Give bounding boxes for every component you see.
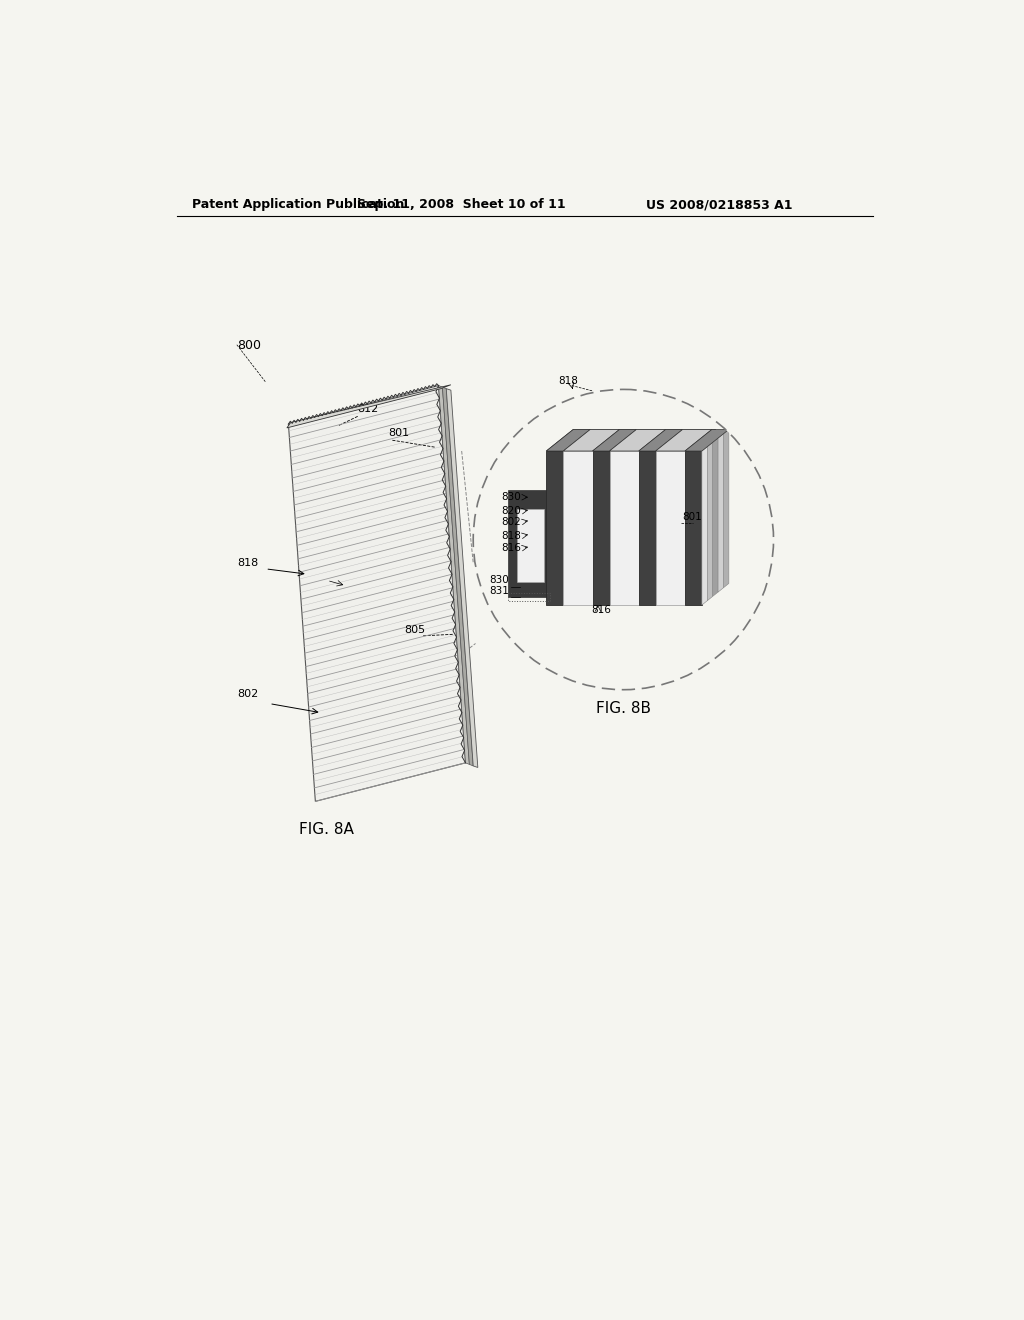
Text: FIG. 8A: FIG. 8A [299, 822, 354, 837]
Polygon shape [438, 385, 469, 764]
Text: 815: 815 [541, 441, 560, 451]
Polygon shape [708, 442, 713, 601]
Polygon shape [718, 434, 724, 593]
Polygon shape [593, 429, 637, 451]
Polygon shape [724, 429, 729, 587]
Polygon shape [446, 388, 478, 767]
Polygon shape [701, 446, 708, 605]
Polygon shape [508, 490, 550, 597]
Polygon shape [655, 451, 685, 605]
Polygon shape [289, 385, 466, 801]
Text: 802: 802 [501, 517, 521, 527]
Polygon shape [517, 508, 544, 582]
Text: Patent Application Publication: Patent Application Publication [193, 198, 404, 211]
Polygon shape [547, 451, 563, 605]
Text: 818: 818 [237, 558, 258, 569]
Text: 818: 818 [558, 376, 578, 385]
Polygon shape [563, 451, 593, 605]
Text: 812: 812 [670, 409, 689, 420]
Text: 801: 801 [388, 428, 410, 438]
Polygon shape [685, 429, 729, 451]
Text: 830: 830 [501, 492, 521, 502]
Text: 801: 801 [682, 512, 701, 523]
Text: FIG. 8B: FIG. 8B [596, 701, 651, 715]
Polygon shape [547, 429, 716, 451]
Text: 820: 820 [579, 409, 598, 420]
Polygon shape [547, 429, 590, 451]
Polygon shape [639, 451, 655, 605]
Text: 816: 816 [501, 543, 521, 553]
Circle shape [473, 389, 773, 689]
Text: 818: 818 [501, 531, 521, 541]
Polygon shape [442, 387, 473, 766]
Text: 820: 820 [501, 506, 521, 516]
Polygon shape [609, 451, 639, 605]
Text: 830: 830 [489, 576, 509, 586]
Polygon shape [609, 429, 666, 451]
Text: 812: 812 [357, 404, 379, 414]
Text: 831: 831 [489, 586, 509, 597]
Polygon shape [593, 451, 609, 605]
Text: 830: 830 [606, 409, 626, 420]
Polygon shape [713, 438, 718, 597]
Text: Sep. 11, 2008  Sheet 10 of 11: Sep. 11, 2008 Sheet 10 of 11 [357, 198, 566, 211]
Polygon shape [655, 429, 712, 451]
Text: 832: 832 [604, 457, 624, 467]
Text: US 2008/0218853 A1: US 2008/0218853 A1 [646, 198, 793, 211]
Text: 800: 800 [237, 339, 261, 352]
Text: 805: 805 [403, 626, 425, 635]
Polygon shape [563, 429, 620, 451]
Text: 802: 802 [237, 689, 258, 700]
Text: 816: 816 [591, 605, 611, 615]
Polygon shape [639, 429, 683, 451]
Polygon shape [287, 385, 451, 428]
Polygon shape [685, 451, 701, 605]
